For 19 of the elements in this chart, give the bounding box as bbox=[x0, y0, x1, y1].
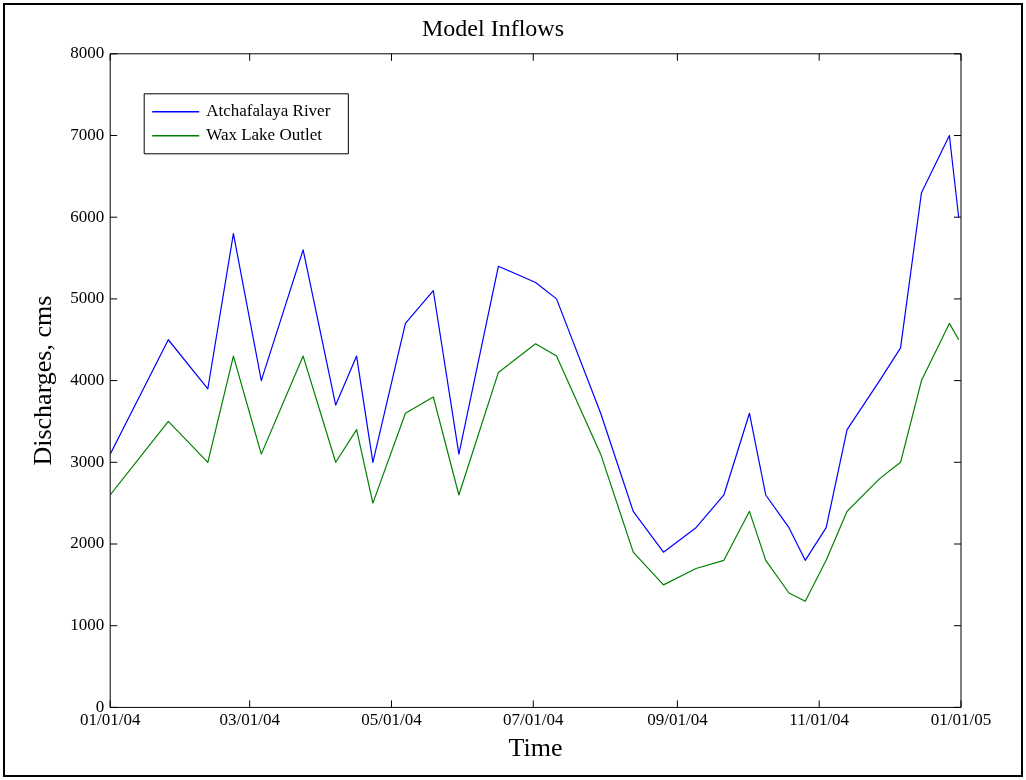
y-tick-label: 8000 bbox=[70, 43, 105, 63]
x-tick-label: 11/01/04 bbox=[789, 710, 850, 730]
x-tick-label: 03/01/04 bbox=[219, 710, 281, 730]
legend-label: Atchafalaya River bbox=[206, 101, 331, 121]
x-tick-label: 01/01/05 bbox=[930, 710, 992, 730]
chart-title: Model Inflows bbox=[422, 14, 564, 41]
y-tick-label: 7000 bbox=[70, 124, 105, 144]
y-tick-label: 3000 bbox=[70, 451, 105, 471]
x-tick-label: 05/01/04 bbox=[361, 710, 423, 730]
x-axis-title: Time bbox=[508, 733, 563, 763]
y-tick-label: 1000 bbox=[70, 615, 105, 635]
x-tick-label: 07/01/04 bbox=[503, 710, 564, 730]
y-tick-label: 4000 bbox=[70, 370, 105, 390]
y-tick-label: 5000 bbox=[70, 288, 105, 308]
y-tick-label: 2000 bbox=[70, 533, 105, 553]
x-tick-label: 09/01/04 bbox=[647, 710, 709, 730]
y-axis-title: Discharges, cms bbox=[28, 295, 58, 466]
legend-label: Wax Lake Outlet bbox=[206, 125, 323, 145]
y-tick-label: 6000 bbox=[70, 206, 105, 226]
